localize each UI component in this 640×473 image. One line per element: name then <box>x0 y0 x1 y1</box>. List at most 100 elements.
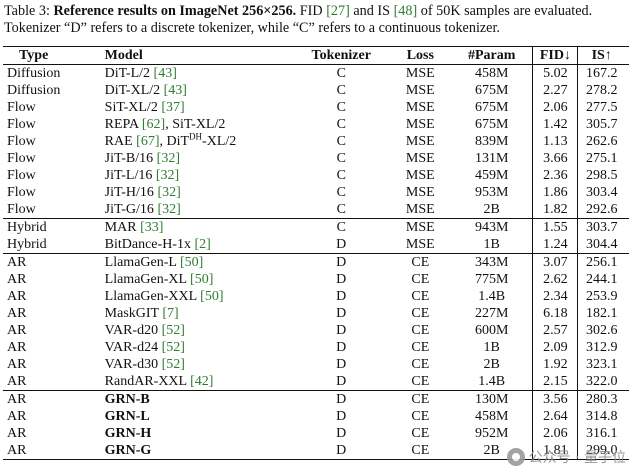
model-name: BitDance-H-1x <box>104 237 195 252</box>
cell-fid: 3.07 <box>532 253 578 271</box>
cell-model: VAR-d30 [52] <box>89 356 293 373</box>
cell-loss: MSE <box>405 168 435 183</box>
cell-tokenizer: D <box>336 323 347 338</box>
cell-fid: 2.34 <box>532 288 578 305</box>
cell-loss: CE <box>411 374 430 389</box>
citation-link[interactable]: [52] <box>161 357 185 372</box>
citation-link[interactable]: [62] <box>141 117 166 132</box>
cell-model: RAE [67], DiTDH-XL/2 <box>89 132 293 150</box>
cell-model: BitDance-H-1x [2] <box>89 236 293 254</box>
cell-loss: MSE <box>405 83 435 98</box>
citation-link[interactable]: [50] <box>190 272 214 287</box>
cell-param: 2B <box>483 202 500 217</box>
cell-is: 303.4 <box>577 184 629 201</box>
model-name: VAR-d20 <box>104 323 162 338</box>
citation-link[interactable]: [7] <box>162 306 179 321</box>
table-row: Flow JiT-G/16 [32] C MSE 2B 1.82 292.6 <box>3 201 629 219</box>
cell-model: MaskGIT [7] <box>89 305 293 322</box>
cell-is: 167.2 <box>577 64 629 82</box>
cell-param: 953M <box>474 185 509 200</box>
cell-type: Flow <box>7 117 36 132</box>
citation-link[interactable]: [27] <box>326 3 350 19</box>
cell-fid: 1.42 <box>532 116 578 133</box>
cell-is: 280.3 <box>577 390 629 408</box>
citation-link[interactable]: [32] <box>157 185 181 200</box>
table-row: AR LlamaGen-XXL [50] D CE 1.4B 2.34 253.9 <box>3 288 629 305</box>
citation-link[interactable]: [48] <box>393 3 418 19</box>
table-row: Diffusion DiT-L/2 [43] C MSE 458M 5.02 167.2 <box>3 64 629 82</box>
cell-fid: 1.55 <box>532 218 578 236</box>
cell-model: LlamaGen-XL [50] <box>89 271 293 288</box>
citation-link[interactable]: [52] <box>161 340 185 355</box>
cell-is: 314.8 <box>577 408 629 425</box>
cell-is: 316.1 <box>577 425 629 442</box>
cell-fid: 2.06 <box>532 425 578 442</box>
citation-link[interactable]: [42] <box>190 374 214 389</box>
citation-link[interactable]: [67] <box>136 134 160 149</box>
cell-model: GRN-B <box>88 390 293 408</box>
model-name: RAE <box>104 134 137 149</box>
cell-tokenizer: D <box>336 306 347 321</box>
cell-model: JiT-B/16 [32] <box>89 150 293 167</box>
caption-text: and IS <box>349 3 394 19</box>
cell-model: SiT-XL/2 [37] <box>89 99 293 116</box>
cell-param: 1.4B <box>478 374 506 389</box>
cell-fid: 2.27 <box>532 82 578 99</box>
cell-fid: 1.13 <box>532 133 578 150</box>
citation-link[interactable]: [33] <box>140 220 164 235</box>
cell-model: DiT-XL/2 [43] <box>89 82 293 99</box>
citation-link[interactable]: [32] <box>155 168 180 183</box>
table-row: AR MaskGIT [7] D CE 227M 6.18 182.1 <box>3 305 629 322</box>
cell-type: Flow <box>7 134 36 149</box>
header-param: #Param <box>451 46 533 65</box>
header-fid: FID↓ <box>532 46 578 65</box>
cell-tokenizer: C <box>336 134 346 149</box>
cell-type: Hybrid <box>3 218 89 236</box>
cell-param: 1.4B <box>478 289 506 304</box>
table-row: AR VAR-d24 [52] D CE 1B 2.09 312.9 <box>3 339 629 356</box>
cell-param: 675M <box>474 117 509 132</box>
table-row: AR GRN-L D CE 458M 2.64 314.8 <box>3 408 629 425</box>
citation-link[interactable]: [50] <box>200 289 224 304</box>
cell-loss: MSE <box>405 237 435 252</box>
cell-type: Diffusion <box>7 83 61 98</box>
cell-param: 227M <box>474 306 509 321</box>
caption-text: of 50K samples are evaluated. Tokenizer … <box>4 3 593 36</box>
cell-is: 275.1 <box>577 150 629 167</box>
citation-link[interactable]: [2] <box>194 237 211 252</box>
cell-param: 1B <box>483 340 500 355</box>
cell-loss: CE <box>411 306 430 321</box>
citation-link[interactable]: [32] <box>157 202 181 217</box>
cell-param: 943M <box>451 218 533 236</box>
cell-type: AR <box>7 306 27 321</box>
cell-fid: 1.82 <box>532 201 578 219</box>
wechat-account-icon <box>506 448 525 466</box>
model-name: RandAR-XXL <box>104 374 191 389</box>
citation-link[interactable]: [32] <box>156 151 180 166</box>
cell-is: 323.1 <box>577 356 629 373</box>
cell-fid: 2.36 <box>532 167 578 184</box>
cell-loss: MSE <box>405 134 435 149</box>
citation-link[interactable]: [43] <box>163 83 187 98</box>
cell-param: 600M <box>474 323 509 338</box>
cell-model: JiT-L/16 [32] <box>89 167 293 184</box>
cell-tokenizer: C <box>336 151 346 166</box>
model-name: VAR-d24 <box>104 340 162 355</box>
model-name: GRN-B <box>104 392 150 407</box>
cell-type: AR <box>3 253 89 271</box>
citation-link[interactable]: [43] <box>153 66 177 81</box>
model-name: LlamaGen-L <box>104 255 180 270</box>
cell-is: 322.0 <box>577 373 629 391</box>
cell-tokenizer: D <box>336 340 347 355</box>
cell-param: 839M <box>474 134 509 149</box>
cell-loss: MSE <box>405 202 435 217</box>
citation-link[interactable]: [50] <box>179 255 204 270</box>
cell-fid: 3.56 <box>532 390 578 408</box>
model-name: JiT-B/16 <box>104 151 157 166</box>
cell-tokenizer: D <box>336 272 347 287</box>
citation-link[interactable]: [37] <box>161 100 185 115</box>
cell-model: LlamaGen-L [50] <box>88 253 293 271</box>
cell-is: 292.6 <box>577 201 629 219</box>
cell-type: AR <box>7 323 27 338</box>
citation-link[interactable]: [52] <box>161 323 185 338</box>
